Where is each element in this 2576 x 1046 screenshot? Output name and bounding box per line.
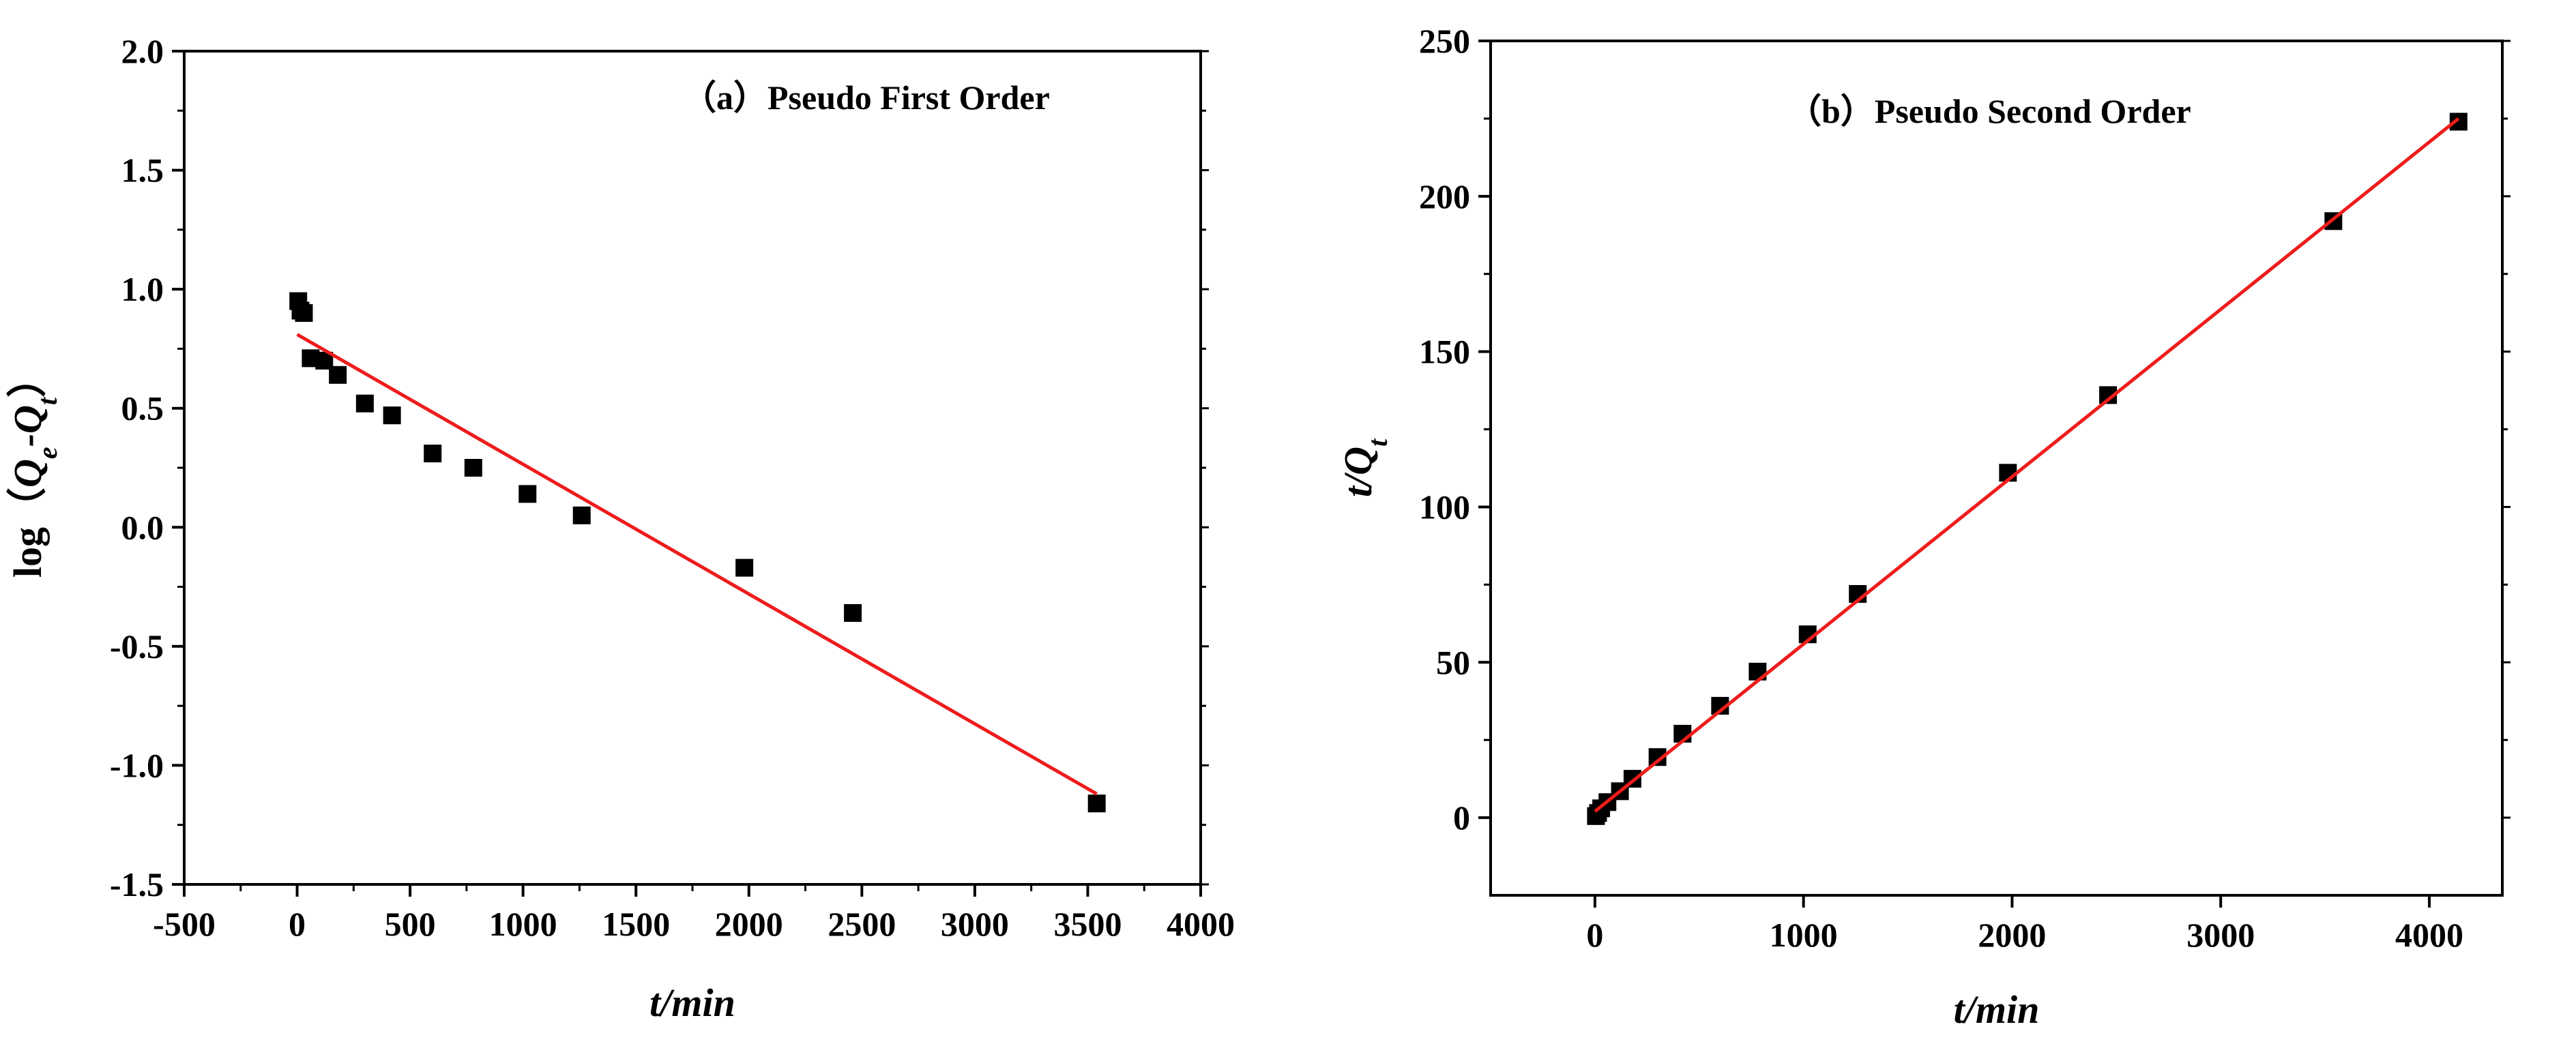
data-point [844, 603, 862, 622]
data-point [329, 365, 347, 384]
panel-title: （b）Pseudo Second Order [1787, 92, 2191, 130]
y-tick-label: -1.0 [110, 746, 164, 784]
y-tick-label: 150 [1419, 333, 1470, 371]
data-point [464, 459, 482, 477]
y-tick-label: 200 [1419, 177, 1470, 215]
x-tick-label: 0 [289, 905, 306, 943]
x-tick-label: 3500 [1053, 905, 1122, 943]
x-tick-label: 3000 [941, 905, 1009, 943]
data-point [383, 406, 401, 425]
y-tick-label: 1.5 [121, 151, 164, 190]
chart-panel-b: 0 1000 2000 3000 4000 0 50 100 150 200 250 （b）Pseud… [1336, 22, 2511, 1032]
x-tick-label: 2000 [715, 905, 783, 943]
plot-frame [1489, 40, 2504, 897]
y-axis-title-part: log（ [5, 488, 50, 578]
x-tick-label: 1000 [1770, 916, 1838, 954]
x-tick-label: -500 [153, 905, 216, 943]
y-tick-label: 0 [1453, 798, 1470, 837]
y-axis-title-part: ） [5, 358, 50, 398]
x-tick-label: 2500 [828, 905, 896, 943]
y-tick-label: 0.0 [121, 508, 164, 546]
x-tick-label: 4000 [2395, 916, 2463, 954]
y-axis-title-part: Q [5, 405, 50, 434]
data-point [424, 445, 442, 463]
y-tick-label: -0.5 [110, 627, 164, 666]
data-point [518, 485, 537, 503]
x-tick-label: 3000 [2186, 916, 2255, 954]
y-axis-title: t/Qt [1336, 438, 1393, 497]
data-point [355, 394, 374, 413]
y-tick-label: 250 [1419, 22, 1470, 60]
data-point [295, 304, 313, 323]
y-tick-label: 50 [1436, 643, 1470, 681]
fit-line [296, 333, 1098, 796]
y-axis-title-part: Q [5, 459, 50, 488]
y-axis-title-part: e [32, 447, 63, 459]
y-axis-title-part: t [1362, 438, 1393, 447]
x-tick-label: 1000 [489, 905, 557, 943]
x-axis-title: t/min [649, 981, 735, 1025]
y-tick-label: -1.5 [110, 865, 164, 903]
fit-line [1594, 117, 2460, 813]
y-tick-label: 0.5 [121, 389, 164, 428]
x-tick-label: 4000 [1167, 905, 1235, 943]
y-tick-label: 1.0 [121, 270, 164, 308]
y-axis-title-part: - [5, 434, 50, 447]
x-tick-label: 1500 [602, 905, 670, 943]
x-tick-label: 2000 [1978, 916, 2046, 954]
y-axis-title-part: Q [1336, 447, 1380, 475]
chart-panel-a: -500 0 500 1000 1500 2000 2500 3000 3500 4000-1.5… [5, 32, 1235, 1025]
y-tick-label: 2.0 [121, 32, 164, 70]
data-point [1087, 794, 1106, 813]
data-point [735, 558, 754, 577]
y-axis-title-part: t [1336, 485, 1380, 497]
y-tick-label: 100 [1419, 488, 1470, 526]
x-axis-title: t/min [1954, 987, 2040, 1032]
plot-frame [183, 50, 1202, 886]
panel-title: （a）Pseudo First Order [682, 78, 1050, 117]
x-tick-label: 0 [1586, 916, 1603, 954]
y-axis-title-part: t [32, 396, 63, 405]
x-tick-label: 500 [385, 905, 436, 943]
y-axis-title: log（Qe-Qt） [5, 358, 63, 578]
data-point [572, 506, 591, 524]
